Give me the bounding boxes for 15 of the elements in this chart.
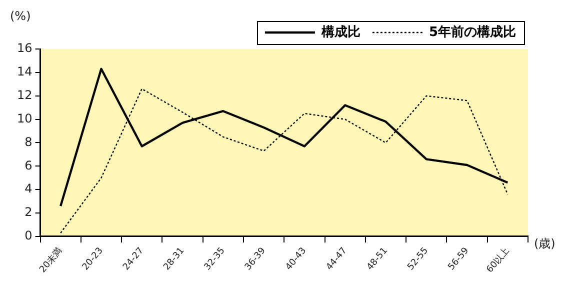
y-tick-label: 14 [16, 64, 32, 79]
y-tick-label: 4 [24, 182, 32, 196]
legend-label: 構成比 [320, 24, 360, 40]
y-tick-label: 6 [24, 158, 32, 172]
legend-label: 5年前の構成比 [428, 24, 516, 40]
x-tick-label: 20未満 [37, 245, 65, 275]
x-tick-label: 60以上 [484, 245, 512, 275]
y-axis-title: (%) [10, 9, 31, 24]
y-tick-label: 2 [24, 205, 32, 220]
y-tick-label: 8 [24, 134, 32, 149]
y-tick-label: 10 [16, 111, 32, 126]
y-tick-label: 16 [16, 41, 32, 56]
y-tick-label: 0 [24, 228, 32, 243]
x-axis-title: (歳) [534, 236, 556, 251]
y-tick-label: 12 [16, 88, 32, 102]
